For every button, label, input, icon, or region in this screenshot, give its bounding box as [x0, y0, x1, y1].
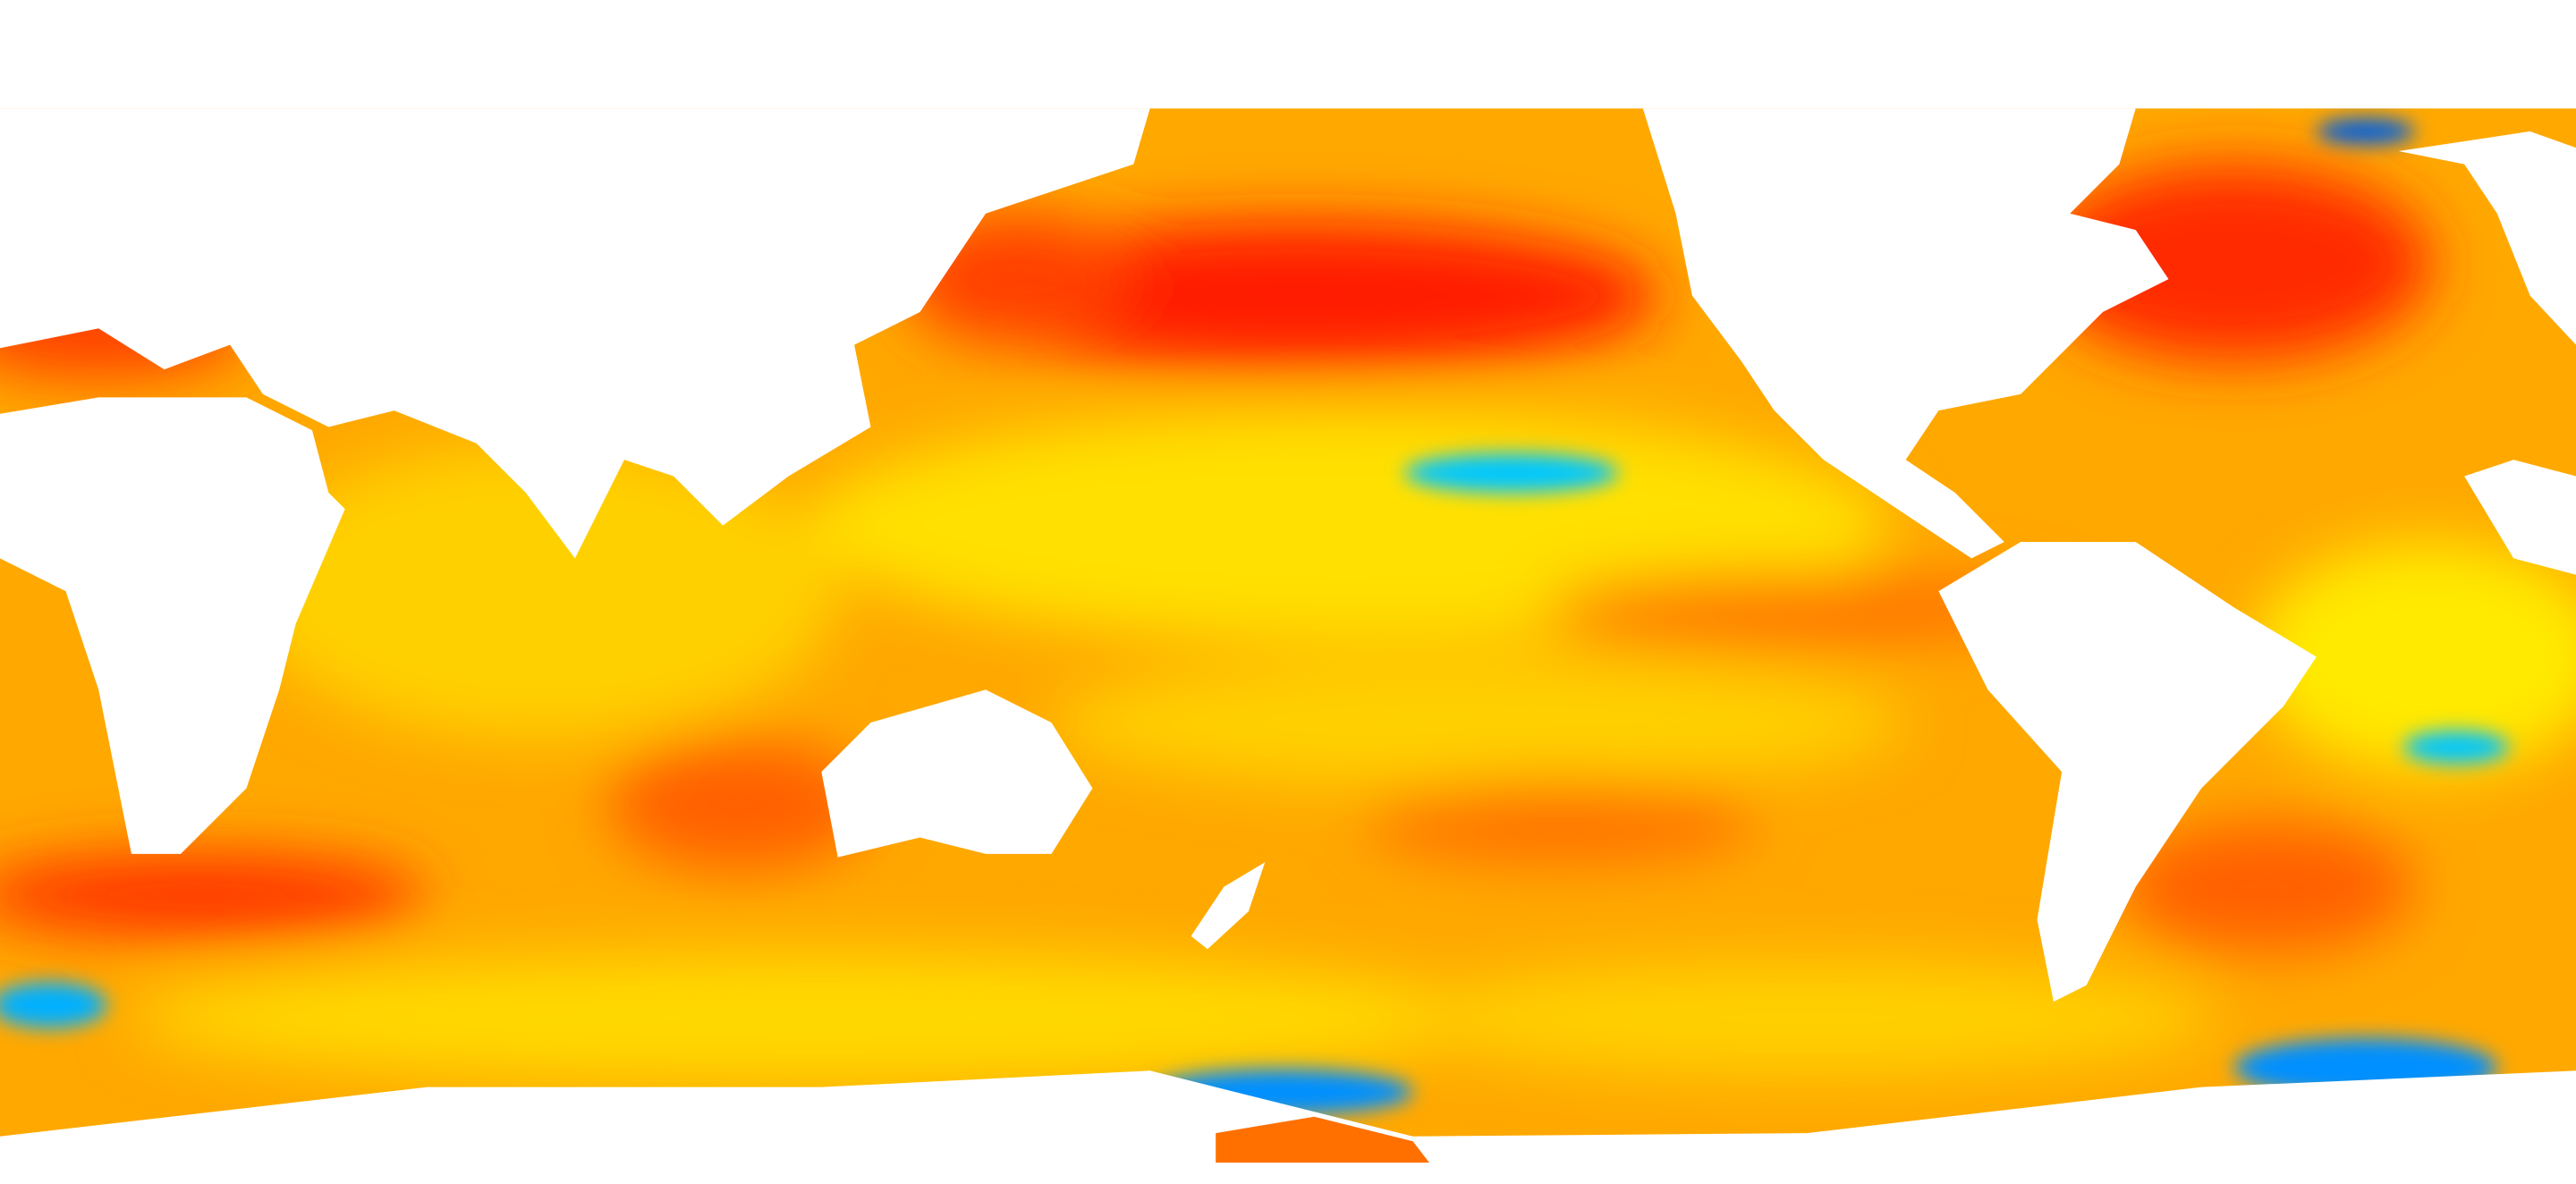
west-africa	[2464, 460, 2576, 575]
hot-band	[2119, 821, 2415, 953]
ocean-shading	[0, 164, 2576, 1084]
top-margin	[0, 0, 2576, 109]
warm-band	[246, 443, 838, 740]
cold-patch	[2316, 118, 2415, 145]
warm-band	[805, 410, 1890, 641]
warm-band	[1051, 656, 1906, 789]
antarctic-peninsula-sea	[1216, 1116, 1429, 1163]
new-zealand	[1191, 862, 1266, 950]
hot-band	[0, 853, 428, 936]
warm-band	[2250, 542, 2576, 773]
australia	[821, 689, 1093, 858]
warm-band	[131, 952, 1512, 1084]
cold-patch	[2403, 731, 2509, 764]
warm-band	[1396, 960, 2218, 1076]
hot-band	[1363, 780, 1758, 863]
europe	[2398, 131, 2576, 345]
eurasia	[0, 108, 1150, 559]
south-america	[1938, 541, 2317, 1002]
cold-patch	[0, 982, 107, 1028]
africa	[0, 397, 345, 854]
cold-patch	[1404, 452, 1619, 493]
north-america	[1642, 108, 2169, 559]
hot-band	[2037, 164, 2432, 361]
hot-band	[607, 739, 871, 871]
